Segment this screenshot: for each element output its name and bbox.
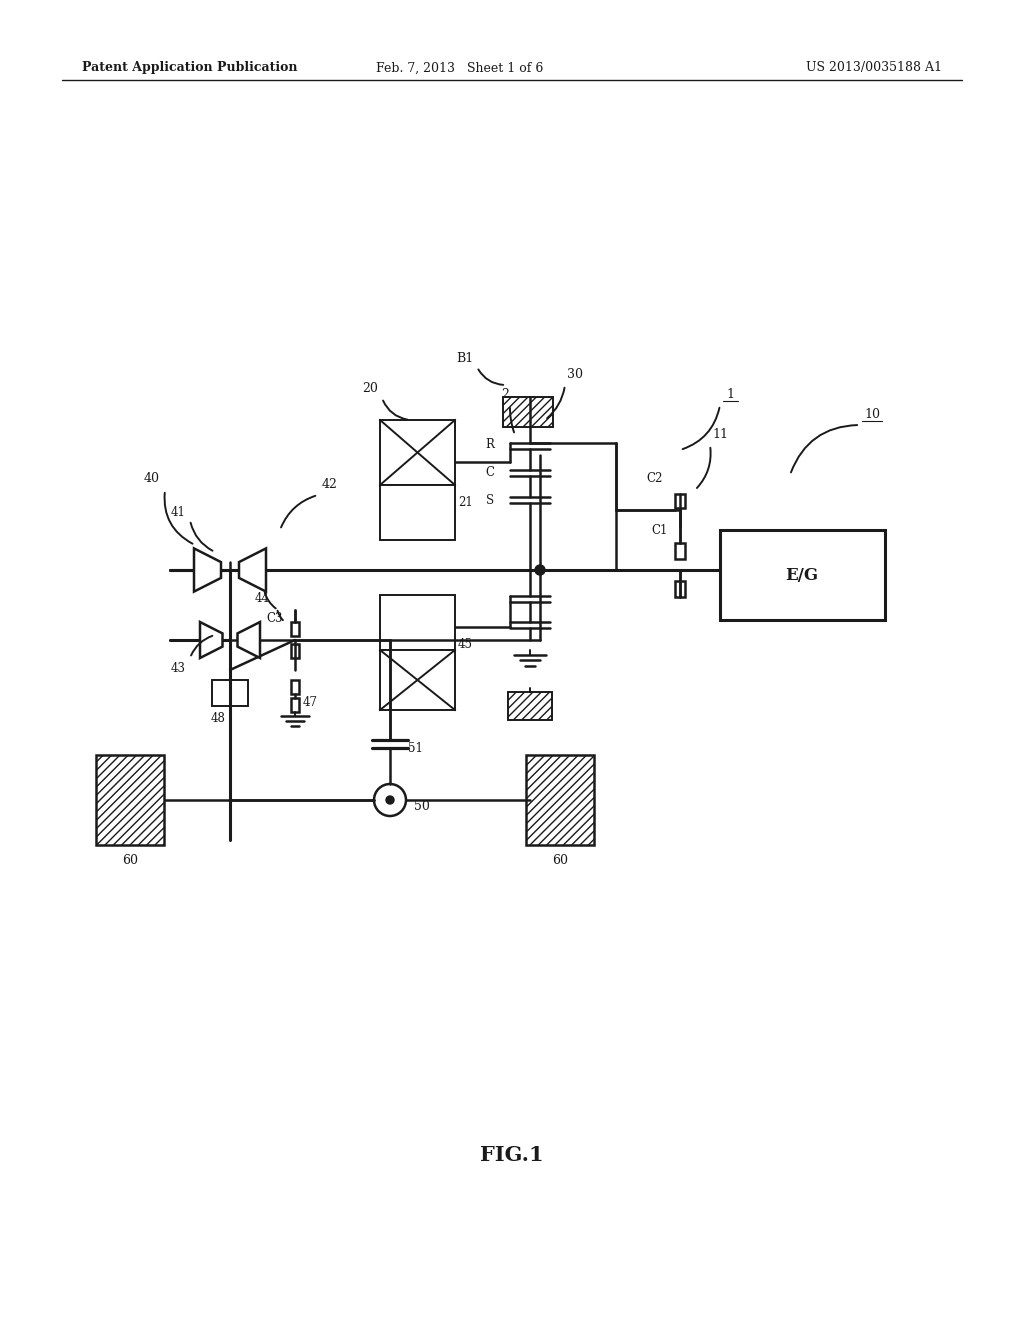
Circle shape [535, 565, 545, 576]
Text: 11: 11 [712, 429, 728, 441]
Bar [380, 420, 455, 484]
Text: 51: 51 [408, 742, 423, 755]
Text: US 2013/0035188 A1: US 2013/0035188 A1 [806, 62, 942, 74]
Text: 42: 42 [323, 479, 338, 491]
Text: Patent Application Publication: Patent Application Publication [82, 62, 298, 74]
Bar [503, 397, 553, 426]
Bar [291, 622, 299, 636]
Text: 48: 48 [211, 711, 225, 725]
Text: C3: C3 [266, 611, 284, 624]
Text: 41: 41 [171, 506, 185, 519]
Text: 47: 47 [302, 697, 317, 710]
Text: C1: C1 [652, 524, 669, 536]
Text: S: S [486, 494, 494, 507]
Text: 40: 40 [144, 471, 160, 484]
Circle shape [386, 796, 394, 804]
Bar [291, 698, 299, 711]
Text: 30: 30 [567, 368, 583, 381]
Bar [675, 494, 685, 508]
Bar [212, 680, 248, 706]
Text: FIG.1: FIG.1 [480, 1144, 544, 1166]
Text: B1: B1 [457, 351, 474, 364]
Bar [675, 581, 685, 597]
Text: 60: 60 [552, 854, 568, 867]
Text: 44: 44 [255, 591, 269, 605]
Bar [675, 543, 685, 558]
Text: 60: 60 [122, 854, 138, 867]
Bar [380, 649, 455, 710]
Bar [380, 484, 455, 540]
Polygon shape [238, 622, 260, 657]
Text: C2: C2 [647, 471, 664, 484]
Bar [526, 755, 594, 845]
Text: 21: 21 [459, 496, 473, 510]
Bar [96, 755, 164, 845]
Polygon shape [239, 548, 266, 591]
Text: 10: 10 [864, 408, 880, 421]
Bar [291, 644, 299, 657]
Polygon shape [200, 622, 222, 657]
Bar [508, 692, 552, 719]
Text: 43: 43 [171, 661, 185, 675]
Bar [720, 531, 885, 620]
Bar [380, 595, 455, 649]
Bar [291, 680, 299, 694]
Text: 1: 1 [726, 388, 734, 401]
Text: 2: 2 [501, 388, 509, 401]
Text: Feb. 7, 2013   Sheet 1 of 6: Feb. 7, 2013 Sheet 1 of 6 [376, 62, 544, 74]
Text: 20: 20 [362, 381, 378, 395]
Text: C: C [485, 466, 495, 479]
Text: E/G: E/G [785, 566, 818, 583]
Text: R: R [485, 438, 495, 451]
Polygon shape [194, 548, 221, 591]
Text: 45: 45 [458, 639, 472, 652]
Text: 50: 50 [414, 800, 430, 813]
